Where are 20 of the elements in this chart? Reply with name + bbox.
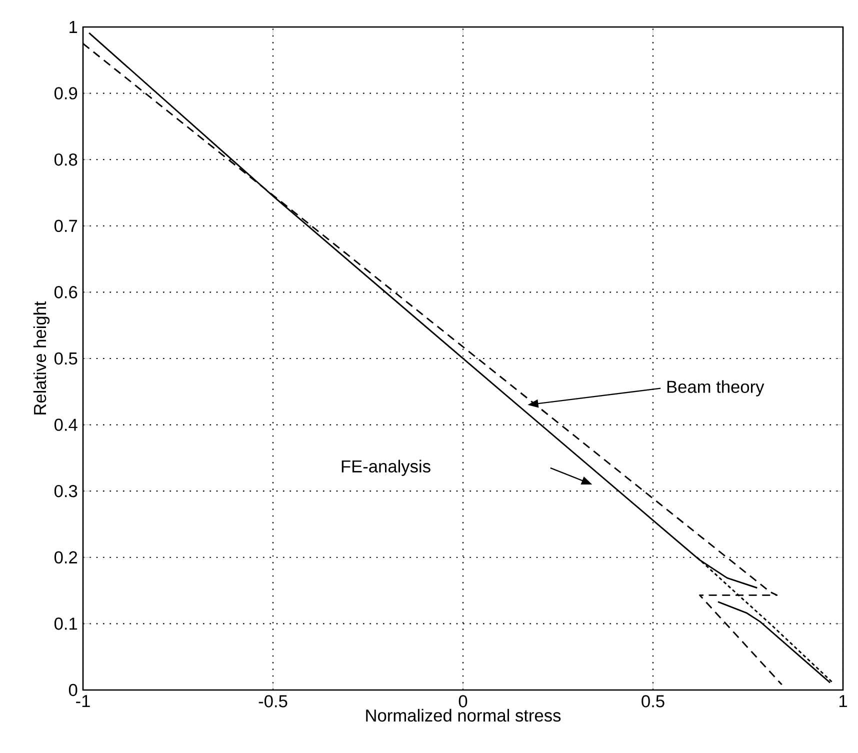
x-tick-label: -1 [76, 695, 90, 708]
x-tick-label: -0.5 [258, 695, 288, 708]
y-tick-label: 0.3 [54, 484, 78, 498]
y-axis-title: Relative height [33, 301, 50, 414]
y-tick-label: 0 [68, 684, 78, 696]
y-tick-label: 0.6 [54, 286, 78, 298]
x-tick-label: 1 [839, 695, 847, 708]
x-tick-label: 0.5 [642, 695, 664, 708]
y-tick-label: 0.8 [54, 153, 78, 166]
y-tick-label: 0.7 [54, 220, 78, 232]
annotation: FE-analysis [342, 460, 430, 476]
annotation: Beam theory [667, 380, 764, 396]
y-tick-label: 0.1 [54, 618, 78, 630]
y-tick-label: 0.4 [54, 418, 78, 431]
x-tick-label: 0 [458, 695, 468, 708]
y-tick-label: 0.2 [54, 551, 78, 564]
y-tick-label: 1 [70, 21, 78, 33]
y-tick-label: 0.5 [54, 352, 78, 365]
y-tick-label: 0.9 [54, 87, 78, 100]
x-axis-title: Normalized normal stress [366, 708, 561, 722]
